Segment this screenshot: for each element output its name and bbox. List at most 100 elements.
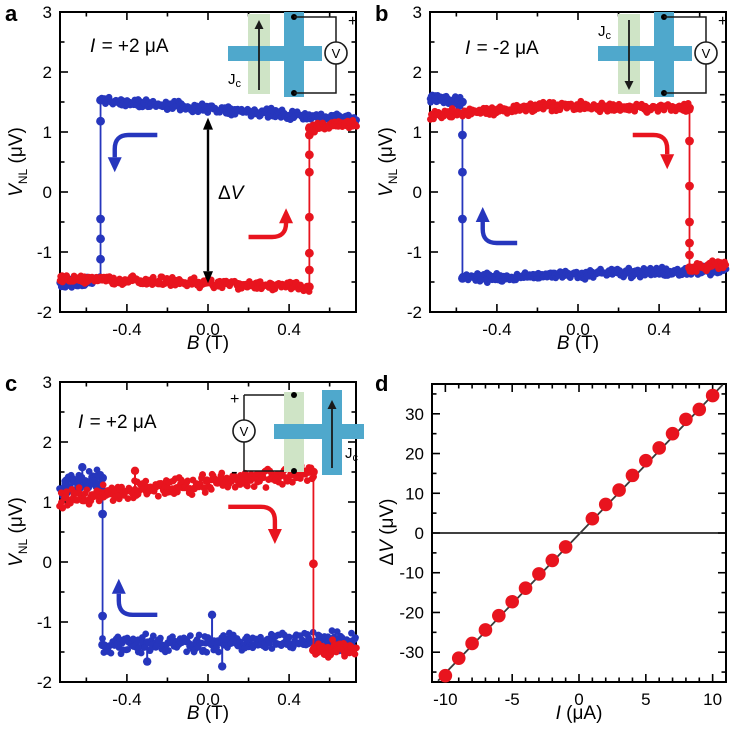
- sweep-direction-arrow: [248, 208, 294, 240]
- current-symbol: I: [78, 412, 84, 433]
- jc-label: Jc: [228, 71, 242, 90]
- panel-letter-b: b: [375, 1, 389, 26]
- sweep-direction-arrow: [107, 132, 158, 173]
- sweep-direction-arrow: [111, 578, 158, 617]
- y-tick-label: 20: [405, 445, 424, 464]
- wire-bottom: [664, 64, 707, 94]
- y-tick-label: -2: [37, 303, 52, 322]
- delta-v-arrow: ΔV: [203, 117, 246, 284]
- minus-terminal-label: -: [231, 461, 238, 480]
- voltmeter-label: V: [332, 46, 341, 61]
- x-tick-label: 0.0: [196, 320, 220, 339]
- y-tick-label: 10: [405, 484, 424, 503]
- current-annotation-b: I = -2 μA: [465, 38, 539, 60]
- sweep-direction-arrow: [632, 132, 675, 170]
- x-tick-label: -0.4: [482, 320, 511, 339]
- contact-dot-bottom: [291, 468, 297, 474]
- series-up-sweep: [427, 97, 730, 275]
- device-schematic-inset-c: + - V Jc: [230, 390, 364, 480]
- panel-letter-c: c: [5, 371, 18, 396]
- x-tick-label: 10: [703, 690, 722, 709]
- y-tick-label: 0: [413, 183, 422, 202]
- y-tick-label: -2: [407, 303, 422, 322]
- x-tick-label: -0.4: [112, 690, 141, 709]
- channel-bar: [274, 424, 364, 439]
- y-tick-label: 0: [43, 553, 52, 572]
- y-tick-label: -10: [399, 564, 424, 583]
- series-down-sweep: [426, 91, 730, 287]
- current-value: = +2 μA: [101, 36, 169, 57]
- y-tick-label: 3: [43, 373, 52, 392]
- current-annotation-c: I = +2 μA: [78, 412, 157, 434]
- y-tick-label: 2: [43, 433, 52, 452]
- channel-bar: [228, 46, 322, 61]
- y-tick-label: 2: [413, 63, 422, 82]
- series-up-sweep: [56, 461, 360, 661]
- y-tick-label: 1: [413, 123, 422, 142]
- y-tick-label: 30: [405, 405, 424, 424]
- current-value: = -2 μA: [476, 38, 539, 59]
- voltmeter-icon: [232, 419, 256, 443]
- jc-label: Jc: [345, 445, 359, 464]
- panel-c: -0.4 0.0 0.4 -2 -1 0 1 2 3 c I = +2 μA B (T) VNL…: [0, 370, 370, 740]
- plot-b: -0.4 0.0 0.4 -2 -1 0 1 2 3: [407, 3, 730, 339]
- current-value: = +2 μA: [89, 412, 157, 433]
- x-tick-label: 0.4: [277, 690, 301, 709]
- voltmeter-icon: [324, 41, 348, 65]
- y-tick-label: 0: [43, 183, 52, 202]
- channel-bar: [598, 46, 692, 61]
- y-axis-label-d: ΔV (μV): [377, 498, 398, 566]
- x-tick-label: 0: [574, 690, 583, 709]
- plus-terminal-label: +: [718, 13, 727, 30]
- device-schematic: Jc V + -: [598, 12, 727, 102]
- panel-a: -0.4 0.0 0.4 -2 -1 0 1 2 3 ΔV a I = +2 μA B (T) V…: [0, 0, 370, 370]
- y-tick-label: 1: [43, 493, 52, 512]
- x-axis-label-a: B (T): [186, 333, 230, 354]
- x-tick-label: 0.4: [647, 320, 671, 339]
- y-tick-label: -20: [399, 603, 424, 622]
- voltmeter-label: V: [702, 46, 711, 61]
- panel-letter-a: a: [5, 1, 18, 26]
- device-schematic: Jc V + -: [228, 12, 357, 102]
- plus-terminal-label: +: [230, 391, 239, 408]
- sweep-direction-arrow: [475, 207, 518, 246]
- axes: -0.4 0.0 0.4 -2 -1 0 1 2 3: [37, 3, 357, 339]
- plus-terminal-label: +: [348, 13, 357, 30]
- y-tick-label: -2: [37, 673, 52, 692]
- detector-electrode: [284, 12, 304, 97]
- current-symbol: I: [90, 36, 96, 57]
- series-up-sweep: [56, 116, 360, 295]
- y-tick-label: -1: [37, 243, 52, 262]
- wire-top: [664, 16, 707, 42]
- wire-bottom: [294, 64, 337, 94]
- minus-terminal-label: -: [349, 83, 356, 102]
- y-tick-label: -1: [407, 243, 422, 262]
- wire-bottom: [243, 442, 294, 472]
- x-axis-label-c: B (T): [186, 703, 230, 724]
- y-tick-label: 2: [43, 63, 52, 82]
- axes: -0.4 0.0 0.4 -2 -1 0 1 2 3: [407, 3, 727, 339]
- current-symbol: I: [465, 38, 471, 59]
- x-tick-label: 0.0: [566, 320, 590, 339]
- y-tick-label: 3: [413, 3, 422, 22]
- minus-terminal-label: -: [719, 83, 726, 102]
- wire-top: [294, 16, 337, 42]
- panel-b: -0.4 0.0 0.4 -2 -1 0 1 2 3 b I = -2 μA B (T) VNL…: [370, 0, 740, 370]
- y-tick-label: 3: [43, 3, 52, 22]
- y-tick-label: 1: [43, 123, 52, 142]
- x-axis-label-d: I (μA): [555, 703, 603, 724]
- y-axis-label-c: VNL (μV): [6, 497, 30, 567]
- axes: -0.4 0.0 0.4 -2 -1 0 1 2 3: [37, 373, 357, 709]
- x-tick-label: -5: [505, 690, 520, 709]
- detector-electrode: [654, 12, 674, 97]
- x-tick-label: 5: [641, 690, 650, 709]
- voltmeter-label: V: [240, 424, 249, 439]
- x-axis-label-b: B (T): [556, 333, 600, 354]
- plot-d: -10 -5 0 5 10 -30 -20 -10 0 10 20 30: [399, 383, 727, 709]
- y-axis-label-b: VNL (μV): [376, 127, 400, 197]
- x-tick-label: 0.0: [196, 690, 220, 709]
- y-axis-label-a: VNL (μV): [6, 127, 30, 197]
- contact-dot-top: [291, 392, 297, 398]
- jc-label: Jc: [598, 23, 612, 42]
